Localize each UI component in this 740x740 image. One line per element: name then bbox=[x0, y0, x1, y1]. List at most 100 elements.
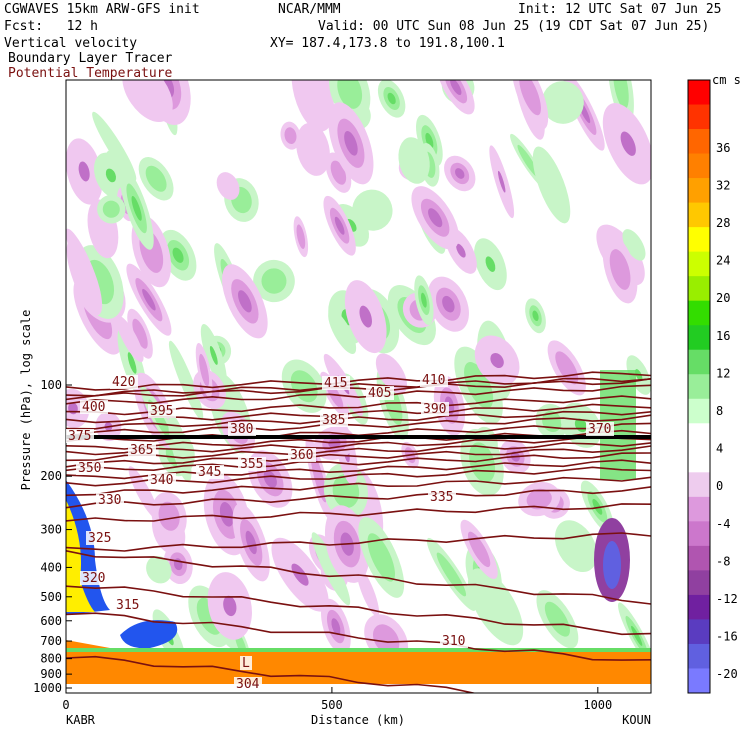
colorbar-swatch bbox=[688, 153, 710, 179]
y-tick-label: 800 bbox=[40, 652, 62, 666]
theta-contours bbox=[66, 371, 651, 693]
contour-label: 390 bbox=[423, 402, 446, 417]
velocity-cell bbox=[126, 263, 172, 336]
colorbar-label: 28 bbox=[716, 216, 730, 230]
colorbar-label: 12 bbox=[716, 366, 730, 380]
velocity-cell-outer bbox=[622, 229, 646, 261]
velocity-cell-core bbox=[425, 132, 434, 149]
colorbar-swatch bbox=[688, 251, 710, 277]
velocity-cell bbox=[328, 309, 357, 354]
contour-label-bg bbox=[228, 422, 256, 436]
theta-contour-330 bbox=[66, 503, 651, 522]
velocity-cell-core bbox=[172, 247, 184, 263]
velocity-cell-core bbox=[105, 168, 116, 183]
y-axis-label: Pressure (hPa), log scale bbox=[19, 310, 33, 491]
velocity-cell bbox=[321, 598, 351, 655]
field-vertical-velocity: Vertical velocity bbox=[4, 36, 138, 51]
contour-label-bg bbox=[238, 457, 266, 471]
velocity-cell-core bbox=[331, 618, 341, 635]
velocity-cell bbox=[602, 103, 651, 185]
velocity-cell-mid bbox=[367, 533, 396, 582]
velocity-cell bbox=[92, 111, 137, 181]
colorbar-swatch bbox=[688, 668, 710, 694]
velocity-cell-core bbox=[592, 498, 603, 515]
colorbar-swatch bbox=[688, 643, 710, 669]
velocity-cell bbox=[128, 466, 160, 520]
y-tick-label: 500 bbox=[40, 590, 62, 604]
velocity-cell-mid bbox=[158, 501, 180, 531]
contour-label: 345 bbox=[198, 465, 221, 480]
velocity-cell-core bbox=[209, 346, 218, 365]
theta-contour-315 bbox=[66, 585, 651, 636]
contour-label: 325 bbox=[88, 531, 111, 546]
contour-label: 360 bbox=[290, 448, 313, 463]
velocity-cell-mid bbox=[261, 268, 287, 294]
contour-label: 320 bbox=[82, 571, 105, 586]
colorbar-units: cm s⁻¹ bbox=[712, 73, 740, 87]
contour-label-bg bbox=[148, 473, 176, 487]
contour-label-bg bbox=[128, 443, 156, 457]
contour-label-bg bbox=[440, 634, 468, 648]
contour-label-bg bbox=[320, 413, 348, 427]
contour-label: 315 bbox=[116, 598, 139, 613]
velocity-cell-outer bbox=[296, 122, 330, 176]
theta-contour-360 bbox=[66, 445, 651, 468]
velocity-cell bbox=[468, 568, 524, 646]
velocity-cell bbox=[344, 280, 387, 354]
velocity-cell bbox=[116, 315, 144, 363]
velocity-cell bbox=[311, 532, 351, 606]
colorbar-swatch bbox=[688, 447, 710, 473]
velocity-cell-core bbox=[127, 352, 137, 374]
colorbar-swatch bbox=[688, 300, 710, 326]
velocity-cell bbox=[97, 194, 126, 224]
contour-label: 375 bbox=[68, 429, 91, 444]
colorbar-label: 36 bbox=[716, 141, 730, 155]
colorbar-swatch bbox=[688, 178, 710, 204]
x-axis-label: Distance (km) bbox=[311, 713, 405, 727]
colorbar-frame bbox=[687, 79, 711, 694]
y-tick-label: 200 bbox=[40, 469, 62, 483]
velocity-cell bbox=[358, 517, 405, 598]
colorbar-label: 32 bbox=[716, 178, 730, 192]
velocity-cell-core bbox=[485, 256, 496, 272]
colorbar-swatch bbox=[688, 276, 710, 302]
velocity-cell-mid bbox=[284, 127, 297, 145]
colorbar-label: -8 bbox=[716, 554, 730, 568]
velocity-cell-core bbox=[421, 292, 427, 308]
colorbar-swatch bbox=[688, 202, 710, 228]
contour-label: 410 bbox=[422, 373, 445, 388]
velocity-cell bbox=[222, 264, 268, 339]
velocity-cell bbox=[216, 172, 240, 200]
velocity-cell-outer bbox=[541, 81, 584, 124]
field-boundary-layer-tracer: Boundary Layer Tracer bbox=[8, 51, 173, 66]
velocity-cell-mid bbox=[464, 362, 494, 409]
velocity-cell-outer bbox=[532, 146, 571, 224]
contour-label-bg bbox=[86, 531, 114, 545]
velocity-cell-outer bbox=[356, 566, 380, 617]
velocity-cell-core bbox=[263, 470, 277, 488]
velocity-cell-core bbox=[245, 530, 257, 555]
velocity-cell-core bbox=[442, 295, 455, 313]
contour-label-bg bbox=[114, 598, 142, 612]
colorbar-swatch bbox=[688, 227, 710, 253]
contour-label: 335 bbox=[430, 490, 453, 505]
velocity-cell bbox=[127, 308, 153, 359]
contour-label: 380 bbox=[230, 422, 253, 437]
velocity-cell-core bbox=[490, 352, 504, 369]
colorbar-swatch bbox=[688, 104, 710, 130]
colorbar-swatch bbox=[688, 374, 710, 400]
theta-contour-304 bbox=[66, 655, 483, 693]
velocity-cell bbox=[291, 80, 334, 132]
velocity-cell-outer bbox=[116, 315, 144, 363]
velocity-cell-core bbox=[291, 563, 309, 586]
contour-label-bg bbox=[110, 375, 138, 389]
velocity-cell-core bbox=[223, 595, 237, 617]
contour-label-bg bbox=[366, 386, 394, 400]
vertical-velocity-field bbox=[66, 80, 651, 684]
tracer-yellow bbox=[66, 500, 95, 612]
x-tick-label: 0 bbox=[62, 698, 69, 712]
velocity-cell-mid bbox=[199, 353, 210, 387]
theta-contour-355 bbox=[66, 452, 651, 472]
velocity-cell bbox=[436, 80, 475, 115]
